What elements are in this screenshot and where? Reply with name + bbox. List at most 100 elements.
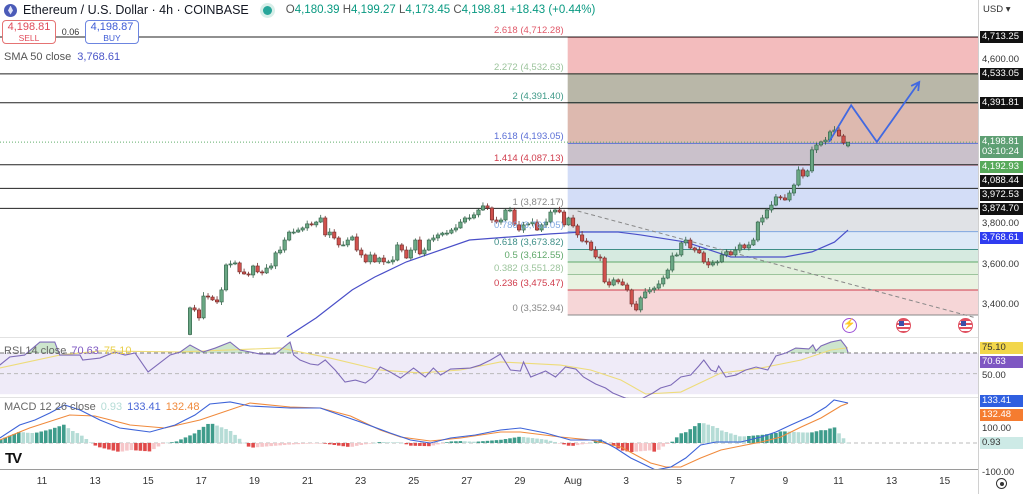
- axis-label-text: 3,600.00: [982, 258, 1019, 270]
- candle: [688, 237, 693, 250]
- macd-histogram-bar: [246, 443, 251, 447]
- candle-body: [480, 205, 485, 211]
- macd-histogram-bar: [765, 434, 769, 443]
- settings-gear-icon[interactable]: [996, 478, 1007, 489]
- buy-button[interactable]: 4,198.87 BUY: [85, 20, 139, 44]
- us-flag-icon[interactable]: [896, 318, 911, 333]
- macd-histogram-bar: [427, 443, 431, 447]
- candle-body: [291, 231, 296, 234]
- candle-body: [674, 254, 679, 257]
- rsi-legend[interactable]: RSI 14 close 70.63 75.10: [4, 345, 131, 357]
- candle: [282, 237, 287, 253]
- macd-histogram-bar: [742, 436, 747, 443]
- macd-histogram-bar: [792, 431, 796, 443]
- macd-histogram-bar: [341, 443, 346, 447]
- x-tick-label: 11: [833, 476, 844, 487]
- macd-histogram-bar: [679, 433, 684, 443]
- price-chart[interactable]: [0, 0, 978, 470]
- macd-histogram-bar: [336, 443, 341, 446]
- axis-price-label: 0.93: [980, 437, 1023, 449]
- x-tick-label: 15: [939, 476, 951, 487]
- candle-body: [526, 223, 531, 226]
- macd-histogram-bar: [345, 443, 350, 447]
- macd-histogram-bar: [476, 441, 481, 443]
- macd-histogram-bar: [580, 443, 584, 445]
- candle: [219, 287, 224, 306]
- candle: [535, 219, 540, 232]
- axis-label-text: 75.10: [982, 341, 1006, 353]
- candle: [539, 223, 544, 233]
- macd-histogram-bar: [796, 432, 801, 443]
- macd-histogram-bar: [692, 426, 697, 443]
- candle: [246, 271, 251, 277]
- candle-body: [197, 309, 202, 319]
- fib-zone-1.414: [567, 164, 978, 209]
- candle-body: [571, 217, 576, 227]
- candle: [679, 241, 684, 257]
- candle-body: [787, 192, 792, 201]
- currency-selector[interactable]: USD ▾: [983, 4, 1011, 15]
- candle-body: [192, 307, 197, 311]
- price-axis[interactable]: USD ▾ 4,713.25 4,600.00 4,533.05 4,391.81 4,…: [978, 0, 1024, 494]
- low-label: L: [398, 4, 406, 16]
- macd-histogram-bar: [237, 438, 242, 443]
- us-flag-icon[interactable]: [958, 318, 973, 333]
- candle-body: [471, 214, 476, 219]
- candle: [399, 243, 404, 253]
- axis-label-text: 3,800.00: [982, 217, 1019, 229]
- candle: [255, 262, 260, 274]
- macd-histogram-bar: [242, 442, 246, 444]
- symbol-legend: Ethereum / U.S. Dollar · 4h · COINBASE O…: [4, 3, 964, 17]
- macd-legend[interactable]: MACD 12 26 close 0.93 133.41 132.48: [4, 401, 199, 413]
- symbol-title[interactable]: Ethereum / U.S. Dollar · 4h · COINBASE: [23, 3, 249, 17]
- macd-histogram-bar: [251, 443, 255, 448]
- candle-body: [598, 256, 603, 259]
- candle-body: [544, 221, 549, 226]
- candle-body: [837, 129, 842, 137]
- macd-histogram-bar: [688, 429, 693, 443]
- candle-body: [314, 221, 319, 226]
- tradingview-logo[interactable]: TV: [5, 450, 22, 467]
- macd-histogram-bar: [206, 423, 210, 443]
- axis-label-text: 4,391.81: [982, 96, 1019, 108]
- fib-label-1: 1 (3,872.17): [512, 196, 564, 208]
- candle: [814, 142, 819, 153]
- macd-histogram-bar: [846, 442, 850, 444]
- sma-legend[interactable]: SMA 50 close 3,768.61: [4, 51, 120, 63]
- candle: [242, 268, 247, 275]
- x-tick-label: 13: [886, 476, 898, 487]
- macd-histogram-bar: [192, 433, 197, 443]
- candle-body: [553, 209, 558, 213]
- axis-label-text: 133.41: [982, 395, 1012, 406]
- candle: [846, 141, 851, 148]
- candle: [710, 260, 715, 267]
- macd-histogram-bar: [111, 443, 116, 451]
- candle-body: [715, 261, 720, 264]
- candle: [264, 264, 269, 274]
- macd-histogram-bar: [296, 443, 300, 445]
- candle: [593, 246, 598, 260]
- candle: [363, 253, 368, 264]
- candle-body: [557, 209, 562, 213]
- x-tick-label: 23: [355, 476, 367, 487]
- macd-histogram-bar: [548, 440, 553, 443]
- candle-body: [562, 211, 567, 226]
- axis-price-label: 4,088.44: [980, 175, 1023, 188]
- candle: [791, 183, 796, 196]
- candle: [562, 209, 567, 228]
- candle: [300, 226, 305, 232]
- x-tick-label: 15: [142, 476, 154, 487]
- x-tick-label: 9: [782, 476, 789, 487]
- candle-body: [728, 251, 733, 256]
- axis-label-text: 4,192.93: [982, 161, 1019, 173]
- candle: [318, 214, 323, 224]
- candle-body: [688, 239, 693, 249]
- candle-body: [737, 244, 742, 251]
- candle-body: [625, 284, 630, 291]
- lightning-event-icon[interactable]: ⚡: [842, 318, 857, 333]
- axis-label-text: 3,874.70: [982, 203, 1019, 215]
- sell-button[interactable]: 4,198.81 SELL: [2, 20, 56, 44]
- candle-body: [188, 307, 193, 335]
- macd-histogram-bar: [57, 426, 62, 443]
- fib-zone-0.382: [567, 274, 978, 291]
